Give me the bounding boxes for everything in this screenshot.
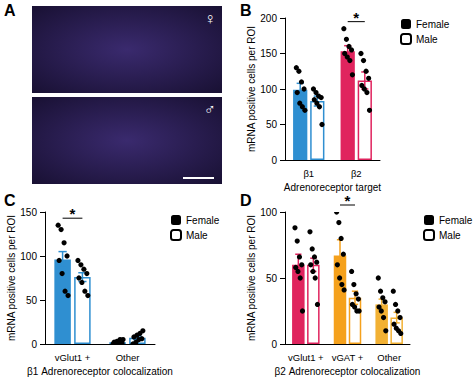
svg-text:mRNA positive cells per ROI: mRNA positive cells per ROI <box>246 26 257 152</box>
svg-text:50: 50 <box>266 273 278 284</box>
svg-text:C: C <box>4 192 16 209</box>
svg-text:Male: Male <box>186 230 208 241</box>
svg-text:Other: Other <box>116 352 140 363</box>
svg-text:0: 0 <box>31 339 37 350</box>
svg-text:*: * <box>353 9 359 26</box>
svg-text:B: B <box>240 2 252 19</box>
svg-text:♀: ♀ <box>204 10 216 27</box>
svg-text:♂: ♂ <box>204 101 216 118</box>
svg-text:Female: Female <box>416 19 450 30</box>
svg-text:Other: Other <box>377 352 401 363</box>
svg-text:Adrenoreceptor target: Adrenoreceptor target <box>284 182 382 193</box>
svg-text:100: 100 <box>20 251 37 262</box>
svg-text:100: 100 <box>260 84 277 95</box>
svg-text:150: 150 <box>260 48 277 59</box>
svg-text:0: 0 <box>271 155 277 166</box>
svg-text:Female: Female <box>439 215 473 226</box>
svg-text:150: 150 <box>20 207 37 218</box>
svg-text:mRNA positive cells per ROI: mRNA positive cells per ROI <box>246 215 257 341</box>
svg-text:β1 Adrenoreceptor colocalizati: β1 Adrenoreceptor colocalization <box>27 366 173 377</box>
svg-text:0: 0 <box>271 339 277 350</box>
svg-text:A: A <box>4 2 16 19</box>
svg-text:50: 50 <box>26 295 38 306</box>
svg-text:β2 Adrenoreceptor colocalizati: β2 Adrenoreceptor colocalization <box>275 366 421 377</box>
svg-text:vGAT +: vGAT + <box>332 352 364 363</box>
svg-text:D: D <box>240 192 252 209</box>
svg-text:β1: β1 <box>303 168 314 179</box>
svg-text:*: * <box>70 205 76 222</box>
svg-text:200: 200 <box>260 13 277 24</box>
svg-text:Male: Male <box>439 230 461 241</box>
svg-text:Male: Male <box>416 34 438 45</box>
svg-text:*: * <box>345 192 351 209</box>
svg-text:vGlut1 +: vGlut1 + <box>55 352 91 363</box>
svg-text:Female: Female <box>186 215 220 226</box>
svg-text:100: 100 <box>260 207 277 218</box>
svg-text:mRNA positive cells per ROI: mRNA positive cells per ROI <box>6 215 17 341</box>
svg-text:vGlut1 +: vGlut1 + <box>288 352 324 363</box>
svg-text:β2: β2 <box>351 168 362 179</box>
svg-text:50: 50 <box>266 119 278 130</box>
